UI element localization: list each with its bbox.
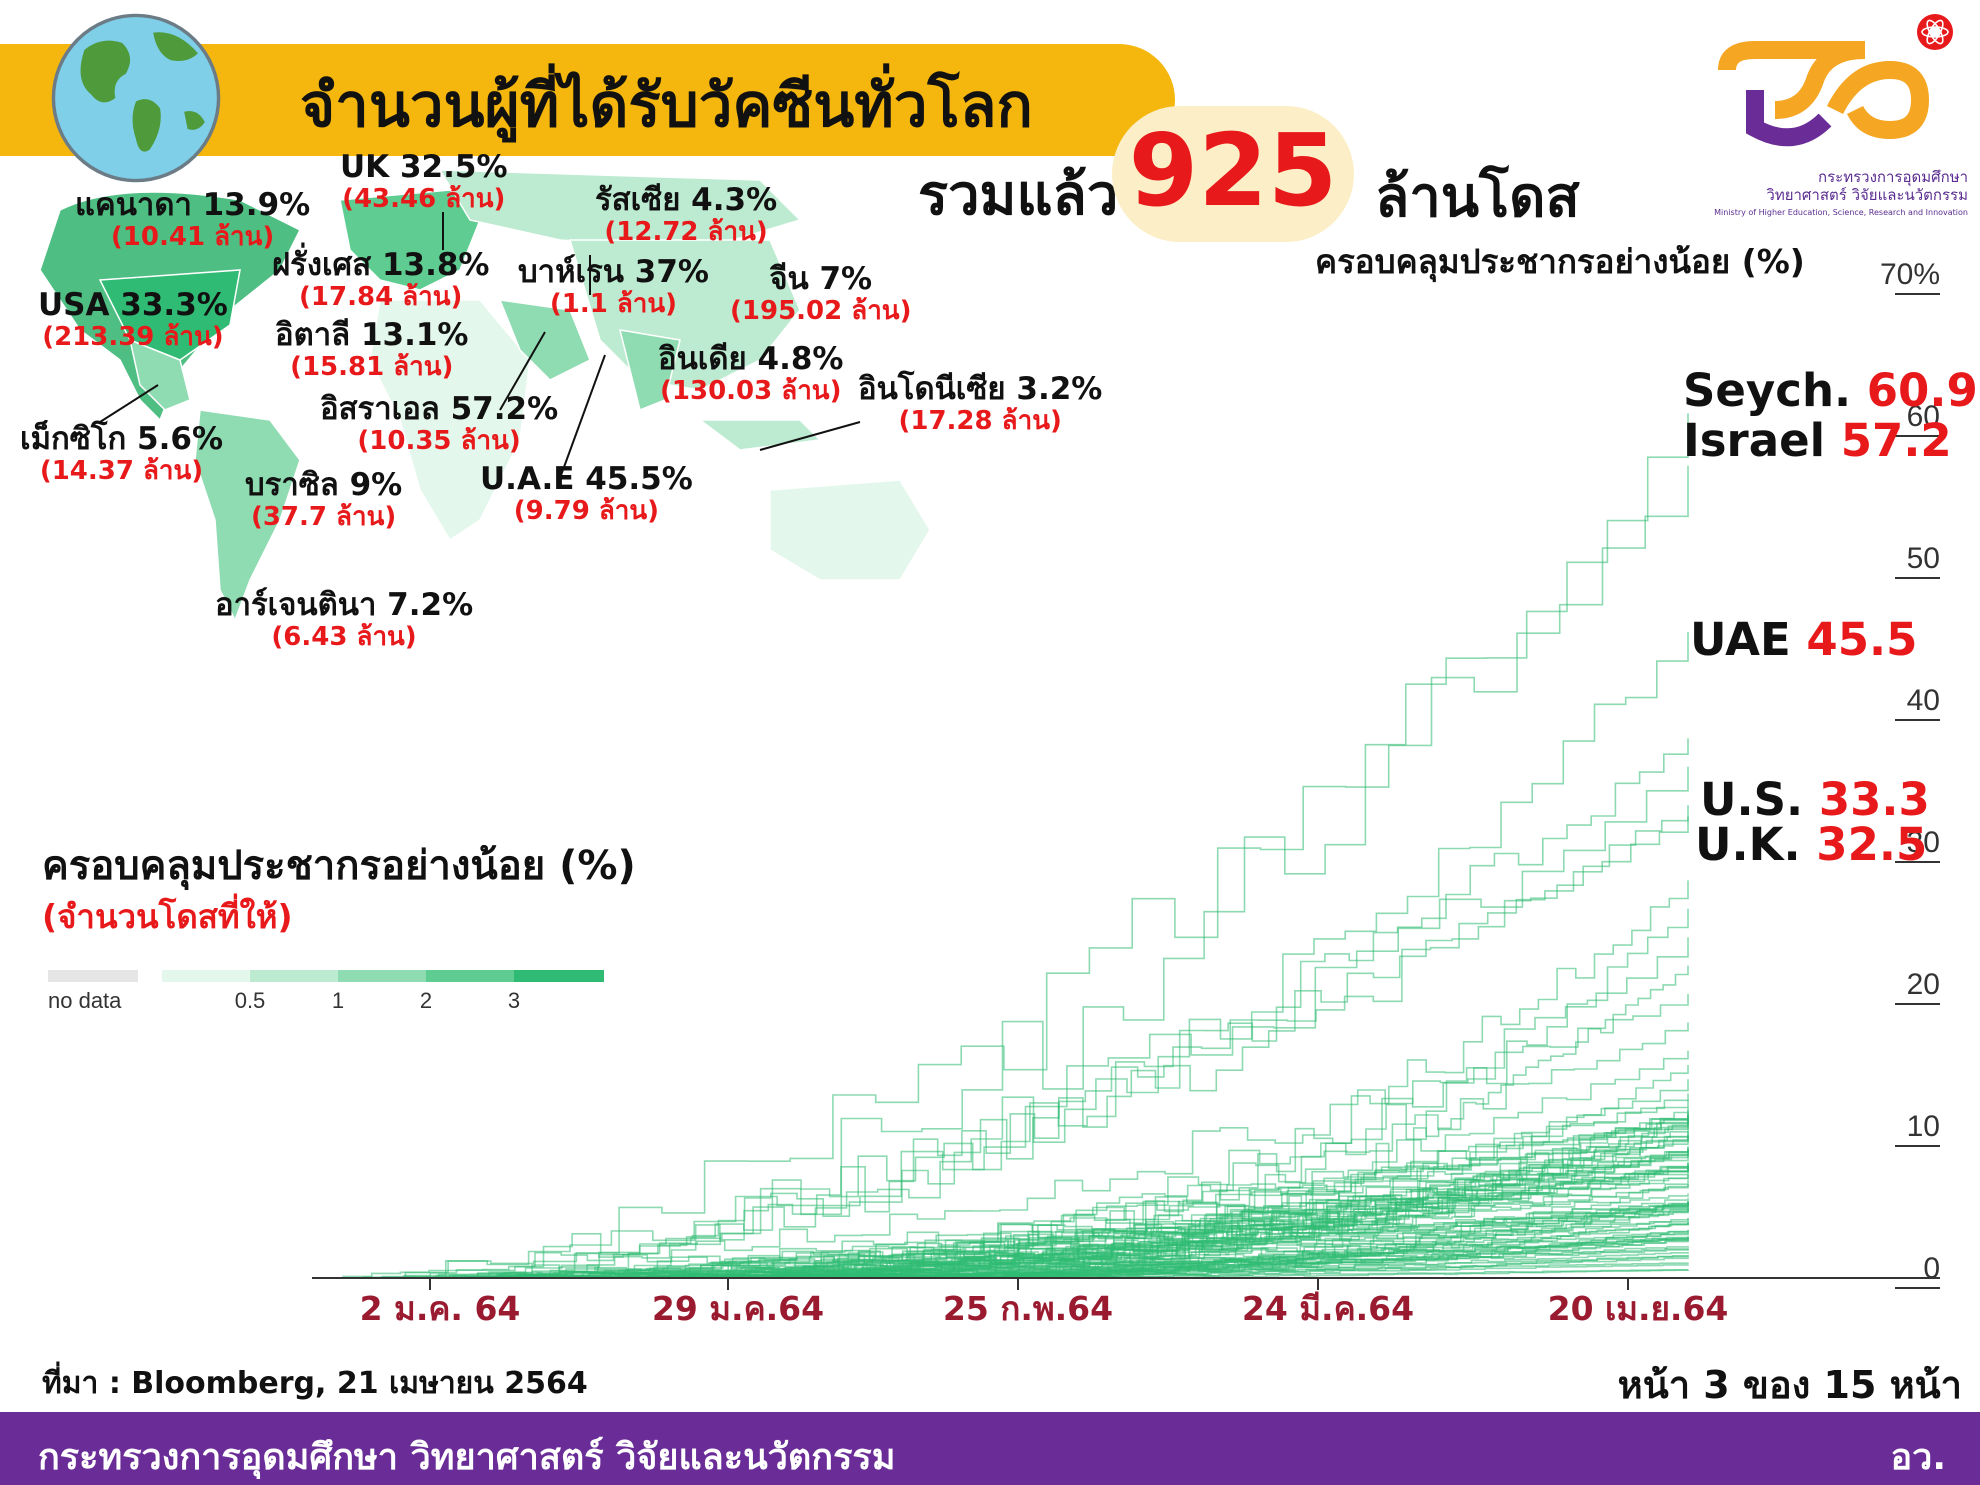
country-label-china: จีน 7% (195.02 ล้าน) bbox=[730, 261, 912, 326]
legend-swatch-no-data bbox=[48, 970, 138, 982]
total-value: 925 bbox=[1128, 112, 1338, 229]
map-mexico bbox=[128, 338, 191, 411]
arrow-france bbox=[451, 264, 456, 273]
country-label-russia: รัสเซีย 4.3% (12.72 ล้าน) bbox=[595, 182, 778, 247]
country-label-usa: USA 33.3% (213.39 ล้าน) bbox=[38, 287, 228, 352]
y-tick-label-0: 0 bbox=[1923, 1252, 1940, 1285]
coverage-axis-label: ครอบคลุมประชากรอย่างน้อย (%) bbox=[1315, 242, 1805, 281]
country-lines bbox=[312, 413, 1689, 1279]
footer-bar bbox=[0, 1412, 1980, 1485]
country-label-uk: UK 32.5% (43.46 ล้าน) bbox=[340, 149, 508, 214]
country-label-bahrain: บาห์เรน 37% (1.1 ล้าน) bbox=[518, 254, 709, 319]
logo-caption-line2: วิทยาศาสตร์ วิจัยและนวัตกรรม bbox=[1766, 186, 1968, 204]
country-label-argentina: อาร์เจนตินา 7.2% (6.43 ล้าน) bbox=[215, 587, 474, 652]
map-usa bbox=[98, 269, 241, 361]
world-map bbox=[39, 169, 931, 622]
total-pill bbox=[1112, 106, 1354, 242]
x-tick-label-1: 29 ม.ค.64 bbox=[652, 1289, 824, 1328]
color-legend: no data 0.5 1 2 3 bbox=[48, 970, 604, 1013]
page-title: จำนวนผู้ที่ได้รับวัคซีนทั่วโลก bbox=[300, 71, 1033, 141]
country-label-brazil: บราซิล 9% (37.7 ล้าน) bbox=[245, 467, 403, 532]
source-note: ที่มา : Bloomberg, 21 เมษายน 2564 bbox=[42, 1366, 588, 1401]
country-label-france: ฝรั่งเศส 13.8% (17.84 ล้าน) bbox=[272, 247, 490, 312]
legend-tick-2: 2 bbox=[420, 988, 432, 1013]
country-line bbox=[312, 1150, 1689, 1279]
legend-title: ครอบคลุมประชากรอย่างน้อย (%) bbox=[42, 843, 636, 889]
x-axis: 2 ม.ค. 64 29 ม.ค.64 25 ก.พ.64 24 มี.ค.64 20 … bbox=[360, 1278, 1729, 1328]
legend-swatch-5 bbox=[514, 970, 604, 982]
country-line bbox=[312, 1233, 1689, 1279]
country-line bbox=[312, 738, 1689, 1279]
logo-caption-line1: กระทรวงการอุดมศึกษา bbox=[1818, 168, 1968, 186]
vaccination-line-chart: 0 10 20 30 40 50 60 70% 2 ม.ค. 64 29 ม.ค.64 25 ก.… bbox=[312, 258, 1940, 1328]
country-label-mexico: เม็กซิโก 5.6% (14.37 ล้าน) bbox=[20, 421, 224, 486]
callout-seychelles: Seych. 60.9 bbox=[1683, 364, 1978, 417]
country-line bbox=[312, 816, 1689, 1279]
arrow-indonesia bbox=[759, 421, 861, 451]
map-south-america bbox=[194, 409, 301, 622]
country-line bbox=[312, 1113, 1689, 1279]
total-prefix: รวมแล้ว bbox=[918, 163, 1119, 228]
ministry-logo bbox=[1718, 14, 1953, 147]
map-india bbox=[618, 329, 681, 412]
legend-swatch-1 bbox=[162, 970, 250, 982]
country-label-uae: U.A.E 45.5% (9.79 ล้าน) bbox=[480, 461, 693, 526]
total-unit: ล้านโดส bbox=[1375, 165, 1580, 230]
footer-abbr: อว. bbox=[1890, 1437, 1946, 1478]
y-tick-label-3: 30 bbox=[1907, 826, 1940, 859]
country-line bbox=[312, 1147, 1689, 1279]
country-label-italy: อิตาลี 13.1% (15.81 ล้าน) bbox=[275, 317, 469, 382]
x-tick-label-2: 25 ก.พ.64 bbox=[943, 1289, 1113, 1328]
country-line bbox=[312, 766, 1689, 1279]
country-label-india: อินเดีย 4.8% (130.03 ล้าน) bbox=[658, 341, 844, 406]
legend-no-data-label: no data bbox=[48, 988, 122, 1013]
x-tick-label-0: 2 ม.ค. 64 bbox=[360, 1289, 521, 1328]
country-line bbox=[312, 994, 1689, 1279]
callout-israel: Israel 57.2 bbox=[1683, 414, 1952, 467]
country-line bbox=[312, 1112, 1689, 1279]
legend-swatch-2 bbox=[250, 970, 338, 982]
legend-swatch-4 bbox=[426, 970, 514, 982]
callout-uk: U.K. 32.5 bbox=[1695, 818, 1928, 871]
map-australia bbox=[769, 479, 931, 581]
y-tick-label-2: 20 bbox=[1907, 968, 1940, 1001]
arrow-mexico bbox=[99, 384, 159, 423]
country-line bbox=[312, 805, 1689, 1279]
globe-icon bbox=[51, 13, 221, 183]
y-tick-label-5: 50 bbox=[1907, 542, 1940, 575]
legend-tick-1: 1 bbox=[332, 988, 344, 1013]
y-tick-label-4: 40 bbox=[1907, 684, 1940, 717]
callout-us: U.S. 33.3 bbox=[1700, 773, 1930, 826]
y-axis: 0 10 20 30 40 50 60 70% bbox=[1880, 258, 1940, 1289]
arrow-israel bbox=[499, 331, 546, 411]
footer-ministry: กระทรวงการอุดมศึกษา วิทยาศาสตร์ วิจัยและ… bbox=[38, 1437, 896, 1478]
country-line bbox=[312, 1120, 1689, 1279]
logo-caption: กระทรวงการอุดมศึกษา วิทยาศาสตร์ วิจัยและ… bbox=[1700, 168, 1968, 222]
legend-tick-3: 3 bbox=[508, 988, 520, 1013]
x-tick-label-4: 20 เม.ย.64 bbox=[1548, 1289, 1729, 1328]
y-tick-label-6: 60 bbox=[1907, 400, 1940, 433]
country-line bbox=[312, 465, 1689, 1279]
map-middle-east bbox=[498, 299, 591, 381]
page-number: หน้า 3 ของ 15 หน้า bbox=[1617, 1363, 1962, 1407]
callout-uae: UAE 45.5 bbox=[1690, 613, 1918, 666]
country-line bbox=[312, 1168, 1689, 1279]
legend-tick-0: 0.5 bbox=[235, 988, 266, 1013]
logo-caption-en: Ministry of Higher Education, Science, R… bbox=[1714, 208, 1968, 217]
country-label-indonesia: อินโดนีเซีย 3.2% (17.28 ล้าน) bbox=[858, 371, 1103, 436]
country-label-canada: แคนาดา 13.9% (10.41 ล้าน) bbox=[75, 187, 311, 252]
y-tick-label-7: 70% bbox=[1880, 258, 1940, 291]
y-tick-label-1: 10 bbox=[1907, 1110, 1940, 1143]
map-africa bbox=[369, 299, 531, 542]
x-tick-label-3: 24 มี.ค.64 bbox=[1242, 1289, 1414, 1328]
legend-subtitle: (จำนวนโดสที่ให้) bbox=[42, 897, 293, 936]
country-line bbox=[312, 1131, 1689, 1279]
legend-swatch-3 bbox=[338, 970, 426, 982]
country-label-israel: อิสราเอล 57.2% (10.35 ล้าน) bbox=[320, 391, 559, 456]
arrow-uae bbox=[559, 354, 606, 479]
country-line bbox=[312, 413, 1689, 1279]
